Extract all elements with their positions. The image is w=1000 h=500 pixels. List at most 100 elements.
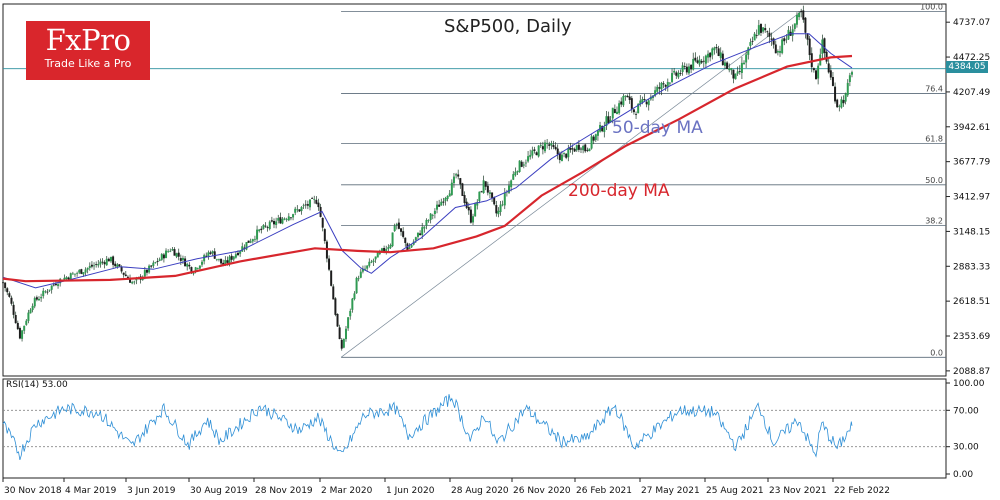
- candle-body: [747, 47, 750, 55]
- candle-body: [692, 58, 695, 70]
- candle-body: [527, 156, 530, 162]
- candle-body: [846, 82, 849, 96]
- rsi-panel: 100.00 70.00 30.00 0.00: [2, 378, 985, 480]
- candle-body: [558, 153, 561, 160]
- candle-body: [766, 31, 769, 33]
- candle-body: [512, 174, 515, 180]
- candle-body: [546, 142, 549, 144]
- candle-body: [569, 147, 572, 150]
- candle-body: [751, 40, 754, 42]
- candle-body: [590, 136, 593, 149]
- candle-body: [188, 264, 191, 267]
- candle-body: [42, 290, 45, 297]
- candle-body: [196, 268, 199, 269]
- candle-body: [150, 265, 153, 267]
- candle-body: [641, 99, 644, 103]
- candle-body: [522, 164, 525, 166]
- candle-body: [410, 245, 413, 248]
- candle-body: [817, 65, 820, 79]
- candle-body: [486, 185, 489, 193]
- candle-body: [217, 258, 220, 260]
- candle-body: [167, 251, 170, 253]
- fib-level-label: 50.0: [925, 176, 943, 185]
- candle-body: [44, 291, 47, 293]
- ma200-line: [2, 54, 853, 283]
- candle-body: [298, 209, 301, 212]
- rsi-y-tick-label: 0.00: [953, 470, 973, 480]
- candle-body: [402, 231, 405, 237]
- candle-body: [355, 277, 358, 294]
- x-tick-label: 28 Nov 2019: [255, 486, 313, 496]
- candle-body: [342, 338, 345, 348]
- candle-body: [389, 245, 392, 248]
- candle-body: [93, 265, 96, 267]
- candle-body: [230, 255, 233, 260]
- candle-body: [601, 126, 604, 132]
- candle-body: [579, 148, 582, 150]
- candle-body: [628, 96, 631, 100]
- candle-body: [165, 250, 168, 259]
- candle-body: [131, 282, 134, 284]
- candle-body: [683, 66, 686, 67]
- candle-body: [387, 247, 390, 249]
- candle-body: [101, 261, 104, 263]
- candle-body: [463, 195, 466, 203]
- candle-body: [577, 144, 580, 150]
- candle-body: [798, 12, 801, 18]
- candle-body: [332, 286, 335, 300]
- candle-body: [501, 204, 504, 206]
- candle-body: [556, 148, 559, 155]
- price-y-tick-label: 3148.15: [953, 227, 990, 237]
- fib-level-label: 0.0: [930, 348, 943, 357]
- candle-body: [179, 258, 182, 261]
- candle-body: [730, 68, 733, 71]
- x-tick-label: 27 May 2021: [641, 486, 700, 496]
- candle-body: [668, 82, 671, 84]
- candle-body: [268, 221, 271, 229]
- candle-body: [503, 192, 506, 206]
- candle-body: [419, 233, 422, 236]
- candle-body: [126, 276, 129, 279]
- candle-body: [560, 154, 563, 162]
- candle-body: [440, 201, 443, 206]
- candle-body: [116, 264, 119, 267]
- candle-body: [370, 261, 373, 263]
- candle-body: [237, 252, 240, 256]
- candle-body: [836, 99, 839, 108]
- fib-level-label: 61.8: [925, 135, 943, 144]
- candle-body: [529, 154, 532, 158]
- candle-body: [743, 62, 746, 65]
- rsi-y-tick-label: 70.00: [953, 406, 979, 416]
- candle-body: [539, 145, 542, 146]
- x-tick-label: 28 Aug 2020: [451, 486, 509, 496]
- price-y-tick-label: 4472.25: [953, 53, 990, 63]
- candle-body: [124, 274, 127, 277]
- candle-body: [215, 258, 218, 260]
- candle-body: [520, 161, 523, 167]
- candle-body: [366, 265, 369, 269]
- candle-body: [338, 327, 341, 340]
- candle-body: [31, 305, 34, 311]
- candle-body: [23, 325, 26, 331]
- candle-body: [4, 282, 7, 289]
- candle-body: [211, 251, 214, 254]
- price-y-tick-label: 2883.33: [953, 262, 990, 272]
- candle-body: [18, 328, 21, 339]
- candle-body: [838, 105, 841, 107]
- candle-body: [704, 55, 707, 64]
- price-y-tick-label: 3942.61: [953, 123, 990, 133]
- candle-body: [711, 48, 714, 56]
- candle-body: [376, 252, 379, 258]
- candle-body: [702, 60, 705, 62]
- candle-body: [493, 197, 496, 205]
- candle-body: [656, 86, 659, 92]
- candle-body: [323, 229, 326, 242]
- candle-body: [112, 256, 115, 265]
- candle-body: [514, 171, 517, 176]
- candle-body: [249, 241, 252, 243]
- candle-body: [90, 264, 93, 267]
- candle-body: [613, 109, 616, 114]
- candle-body: [455, 174, 458, 176]
- candle-body: [277, 218, 280, 221]
- candle-body: [450, 182, 453, 195]
